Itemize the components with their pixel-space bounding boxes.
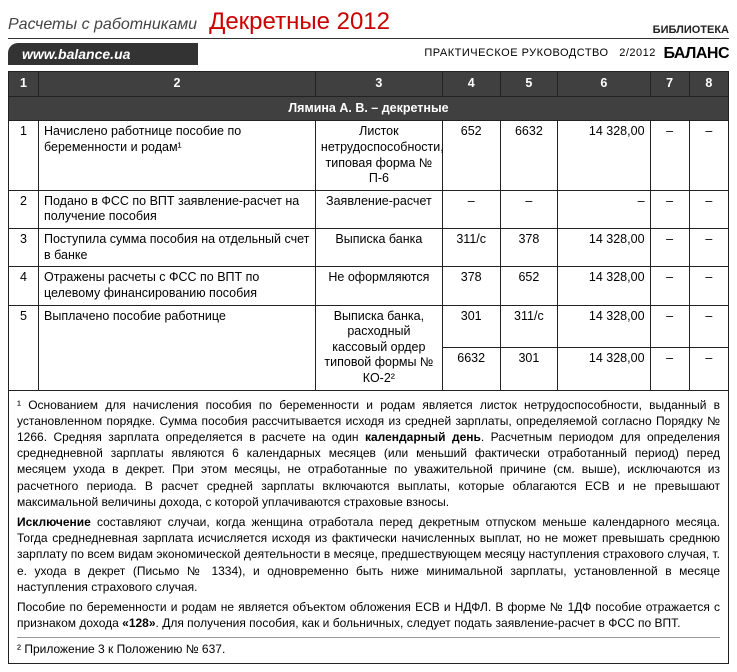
cell: – xyxy=(650,121,689,191)
section-title: Лямина А. В. – декретные xyxy=(9,96,729,121)
section-row: Лямина А. В. – декретные xyxy=(9,96,729,121)
cell: 6632 xyxy=(500,121,558,191)
cell: – xyxy=(689,267,728,305)
table-row: 3 Поступила сумма пособия на отдельный с… xyxy=(9,229,729,267)
footnote-1: ¹ Основанием для начисления пособия по б… xyxy=(17,397,720,510)
cell-doc: Заявление-расчет xyxy=(315,190,442,228)
cell: 652 xyxy=(500,267,558,305)
brand: БАЛАНС xyxy=(663,45,729,63)
cell: – xyxy=(650,348,689,391)
col-header-6: 6 xyxy=(558,72,650,97)
fn-text: составляют случаи, когда женщина отработ… xyxy=(17,515,720,594)
table-row: 1 Начислено работнице пособие по беремен… xyxy=(9,121,729,191)
col-header-4: 4 xyxy=(442,72,500,97)
cell: – xyxy=(689,305,728,348)
cell: – xyxy=(689,229,728,267)
cell: – xyxy=(650,267,689,305)
cell: – xyxy=(558,190,650,228)
cell-num: 3 xyxy=(9,229,39,267)
footnote-4: ² Приложение 3 к Положению № 637. xyxy=(17,637,720,657)
cell-num: 4 xyxy=(9,267,39,305)
footnote-3: Пособие по беременности и родам не являе… xyxy=(17,599,720,631)
cell: 311/с xyxy=(500,305,558,348)
fn-bold: «128» xyxy=(122,616,155,630)
cell-op: Поступила сумма пособия на отдельный сче… xyxy=(39,229,316,267)
cell: – xyxy=(650,229,689,267)
page-header: Расчеты с работниками Декретные 2012 БИБ… xyxy=(8,8,729,39)
cell: 14 328,00 xyxy=(558,121,650,191)
cell: 378 xyxy=(500,229,558,267)
footnotes: ¹ Основанием для начисления пособия по б… xyxy=(8,391,729,665)
cell: – xyxy=(500,190,558,228)
col-header-1: 1 xyxy=(9,72,39,97)
cell: – xyxy=(689,190,728,228)
header-section: Расчеты с работниками xyxy=(8,16,197,34)
main-table: 1 2 3 4 5 6 7 8 Лямина А. В. – декретные… xyxy=(8,71,729,391)
cell-op: Выплачено пособие работнице xyxy=(39,305,316,390)
cell-op: Начислено работнице пособие по беременно… xyxy=(39,121,316,191)
header-library: БИБЛИОТЕКА xyxy=(653,24,729,36)
cell-num: 2 xyxy=(9,190,39,228)
fn-bold: календарный день xyxy=(365,430,481,444)
cell: 311/с xyxy=(442,229,500,267)
issue-label: 2/2012 xyxy=(619,47,656,59)
cell: – xyxy=(689,348,728,391)
cell-doc: Выписка банка xyxy=(315,229,442,267)
col-header-5: 5 xyxy=(500,72,558,97)
table-row: 4 Отражены расчеты с ФСС по ВПТ по целев… xyxy=(9,267,729,305)
cell: – xyxy=(689,121,728,191)
cell: 652 xyxy=(442,121,500,191)
cell: – xyxy=(650,305,689,348)
cell: – xyxy=(650,190,689,228)
cell: 14 328,00 xyxy=(558,348,650,391)
url-badge: www.balance.ua xyxy=(8,43,198,65)
cell: 378 xyxy=(442,267,500,305)
table-row: 2 Подано в ФСС по ВПТ заявление-расчет н… xyxy=(9,190,729,228)
cell-op: Подано в ФСС по ВПТ заявление-расчет на … xyxy=(39,190,316,228)
cell-num: 5 xyxy=(9,305,39,390)
cell: 14 328,00 xyxy=(558,267,650,305)
cell: 301 xyxy=(442,305,500,348)
cell-num: 1 xyxy=(9,121,39,191)
cell: 14 328,00 xyxy=(558,229,650,267)
col-header-7: 7 xyxy=(650,72,689,97)
header-title: Декретные 2012 xyxy=(209,8,653,36)
header-row: 1 2 3 4 5 6 7 8 xyxy=(9,72,729,97)
fn-bold: Исключение xyxy=(17,515,91,529)
footnote-2: Исключение составляют случаи, когда женщ… xyxy=(17,514,720,595)
subheader: www.balance.ua ПРАКТИЧЕСКОЕ РУКОВОДСТВО … xyxy=(8,43,729,65)
subheader-text: ПРАКТИЧЕСКОЕ РУКОВОДСТВО 2/2012 БАЛАНС xyxy=(198,45,729,63)
cell: – xyxy=(442,190,500,228)
cell: 6632 xyxy=(442,348,500,391)
cell-doc: Листок нетрудоспособности, типовая форма… xyxy=(315,121,442,191)
col-header-8: 8 xyxy=(689,72,728,97)
guide-label: ПРАКТИЧЕСКОЕ РУКОВОДСТВО xyxy=(424,47,608,59)
col-header-3: 3 xyxy=(315,72,442,97)
cell: 14 328,00 xyxy=(558,305,650,348)
cell-op: Отражены расчеты с ФСС по ВПТ по целевом… xyxy=(39,267,316,305)
cell-doc: Не оформляются xyxy=(315,267,442,305)
col-header-2: 2 xyxy=(39,72,316,97)
cell: 301 xyxy=(500,348,558,391)
table-row: 5 Выплачено пособие работнице Выписка ба… xyxy=(9,305,729,348)
cell-doc: Выписка банка, расходный кассовый ордер … xyxy=(315,305,442,390)
fn-text: . Для получения пособия, как и больничны… xyxy=(156,616,681,630)
